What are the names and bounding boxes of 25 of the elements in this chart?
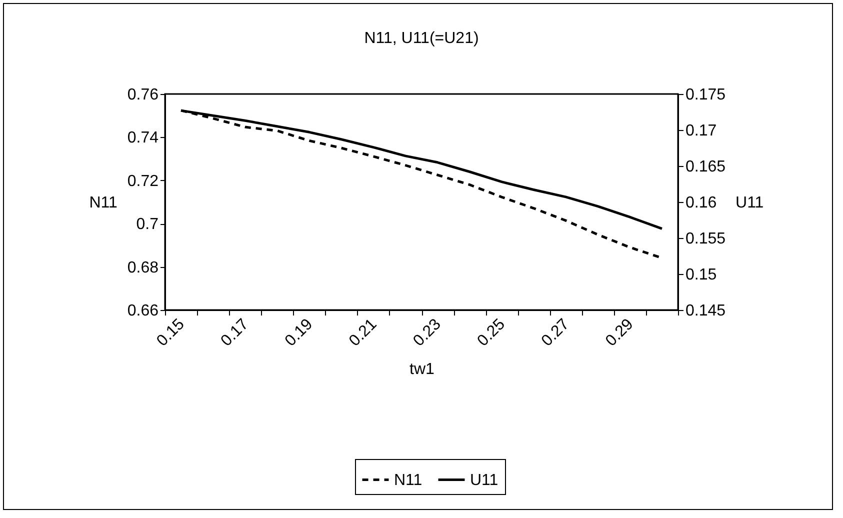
y-tick-label: 0.76 xyxy=(127,86,159,104)
x-tick-label: 0.25 xyxy=(474,316,509,350)
x-tick-label: 0.21 xyxy=(346,316,380,350)
legend-label: N11 xyxy=(394,472,422,489)
x-tick-label: 0.23 xyxy=(410,316,444,350)
legend-label: U11 xyxy=(470,472,498,489)
y2-tick-label: 0.16 xyxy=(686,194,717,212)
y-tick-label: 0.72 xyxy=(127,172,159,190)
y2-tick-label: 0.17 xyxy=(686,122,717,140)
y2-tick-label: 0.175 xyxy=(686,86,726,104)
x-axis-title: tw1 xyxy=(410,361,435,378)
y2-tick-label: 0.145 xyxy=(686,302,726,320)
x-tick-label: 0.17 xyxy=(218,316,252,350)
y2-tick-label: 0.155 xyxy=(686,230,726,248)
chart-title: N11, U11(=U21) xyxy=(364,30,479,47)
x-tick-label: 0.29 xyxy=(602,316,637,350)
y2-axis-title: U11 xyxy=(736,194,764,212)
y-tick-label: 0.68 xyxy=(127,259,159,276)
y-tick-label: 0.7 xyxy=(136,216,159,234)
y2-tick-label: 0.165 xyxy=(686,158,726,176)
y-tick-label: 0.74 xyxy=(127,130,159,147)
y2-tick-label: 0.15 xyxy=(686,266,717,284)
y-axis-title: N11 xyxy=(89,194,118,212)
x-tick-label: 0.27 xyxy=(538,316,573,350)
x-tick-label: 0.19 xyxy=(282,316,316,350)
